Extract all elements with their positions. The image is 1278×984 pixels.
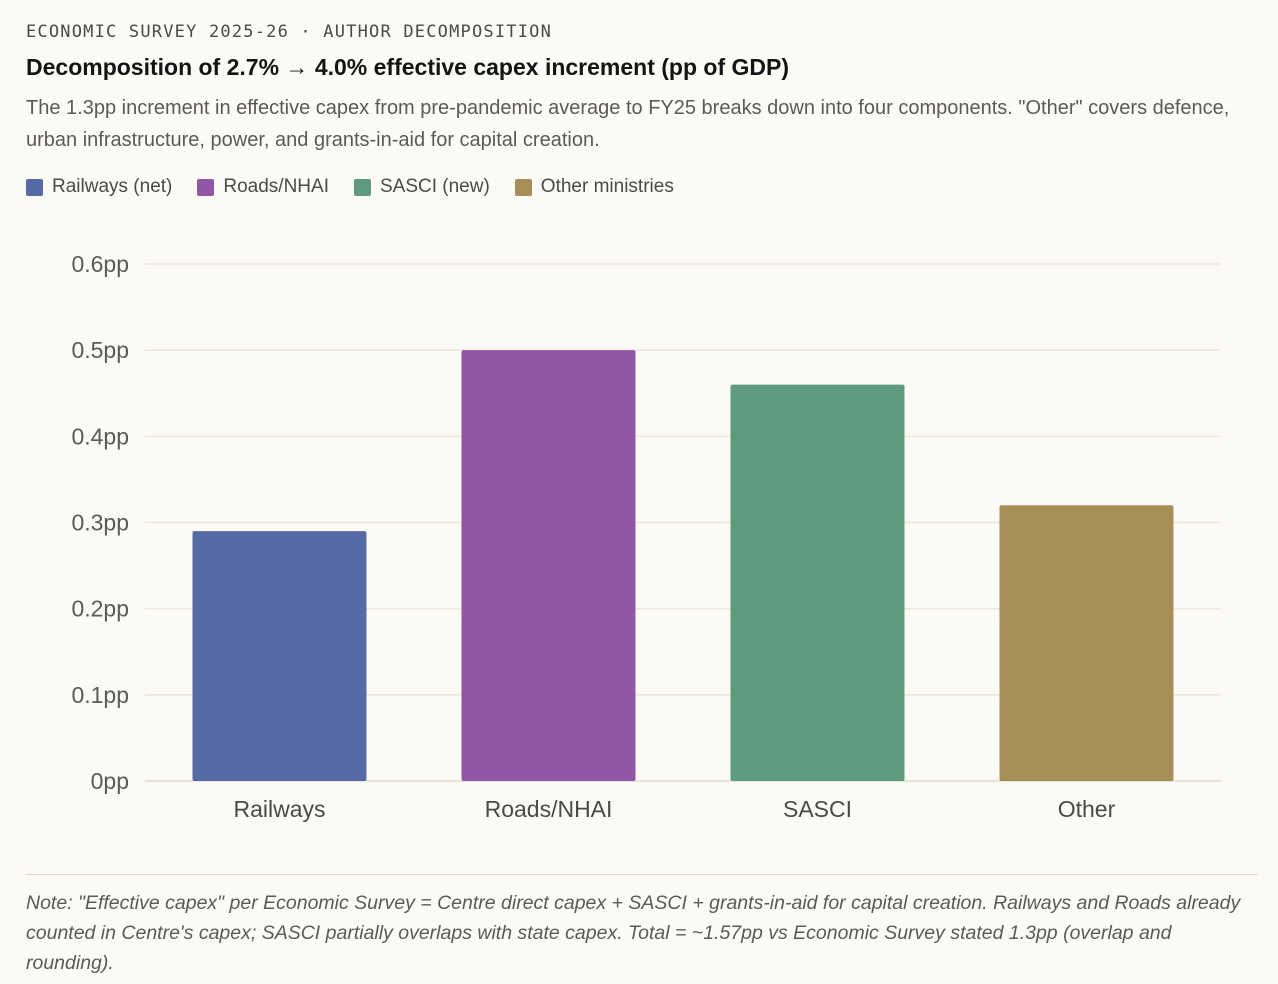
chart-subtitle: The 1.3pp increment in effective capex f… [26,97,1230,151]
footnote: Note: "Effective capex" per Economic Sur… [26,892,1241,974]
bar-sasci [730,384,905,781]
legend-label: Other ministries [540,176,674,197]
legend-label: SASCI (new) [379,176,490,197]
legend-item-roads: Roads/NHAI [197,176,329,198]
kicker: ECONOMIC SURVEY 2025-26 · AUTHOR DECOMPO… [26,22,553,42]
chart-title: Decomposition of 2.7% → 4.0% effective c… [26,54,790,80]
divider [26,874,1258,875]
legend-label: Railways (net) [52,176,173,197]
x-tick-label: Railways [233,796,325,822]
y-tick-label: 0.3pp [71,510,129,536]
y-tick-label: 0.5pp [71,337,129,363]
legend-swatch [514,178,532,196]
y-tick-label: 0.6pp [71,251,129,277]
bar-chart: 0pp 0.1pp 0.2pp 0.3pp 0.4pp 0.5pp 0.6pp Railway… [71,251,1221,822]
legend-swatch [353,178,371,196]
bar-railways [192,531,367,781]
legend-item-other: Other ministries [514,176,674,198]
legend-item-railways: Railways (net) [26,176,172,198]
legend: Railways (net) Roads/NHAI SASCI (new) Ot… [26,176,699,198]
y-tick-label: 0.1pp [71,682,129,708]
x-tick-label: Other [1058,796,1116,822]
bar-other [999,505,1174,781]
legend-swatch [26,178,43,196]
y-tick-label: 0pp [91,768,129,794]
x-tick-label: Roads/NHAI [485,796,613,822]
y-tick-label: 0.4pp [71,423,129,449]
x-tick-label: SASCI [783,796,852,822]
legend-swatch [197,178,215,196]
y-tick-label: 0.2pp [71,596,129,622]
legend-label: Roads/NHAI [223,176,329,197]
legend-item-sasci: SASCI (new) [353,176,490,198]
bar-roads-nhai [461,350,636,781]
